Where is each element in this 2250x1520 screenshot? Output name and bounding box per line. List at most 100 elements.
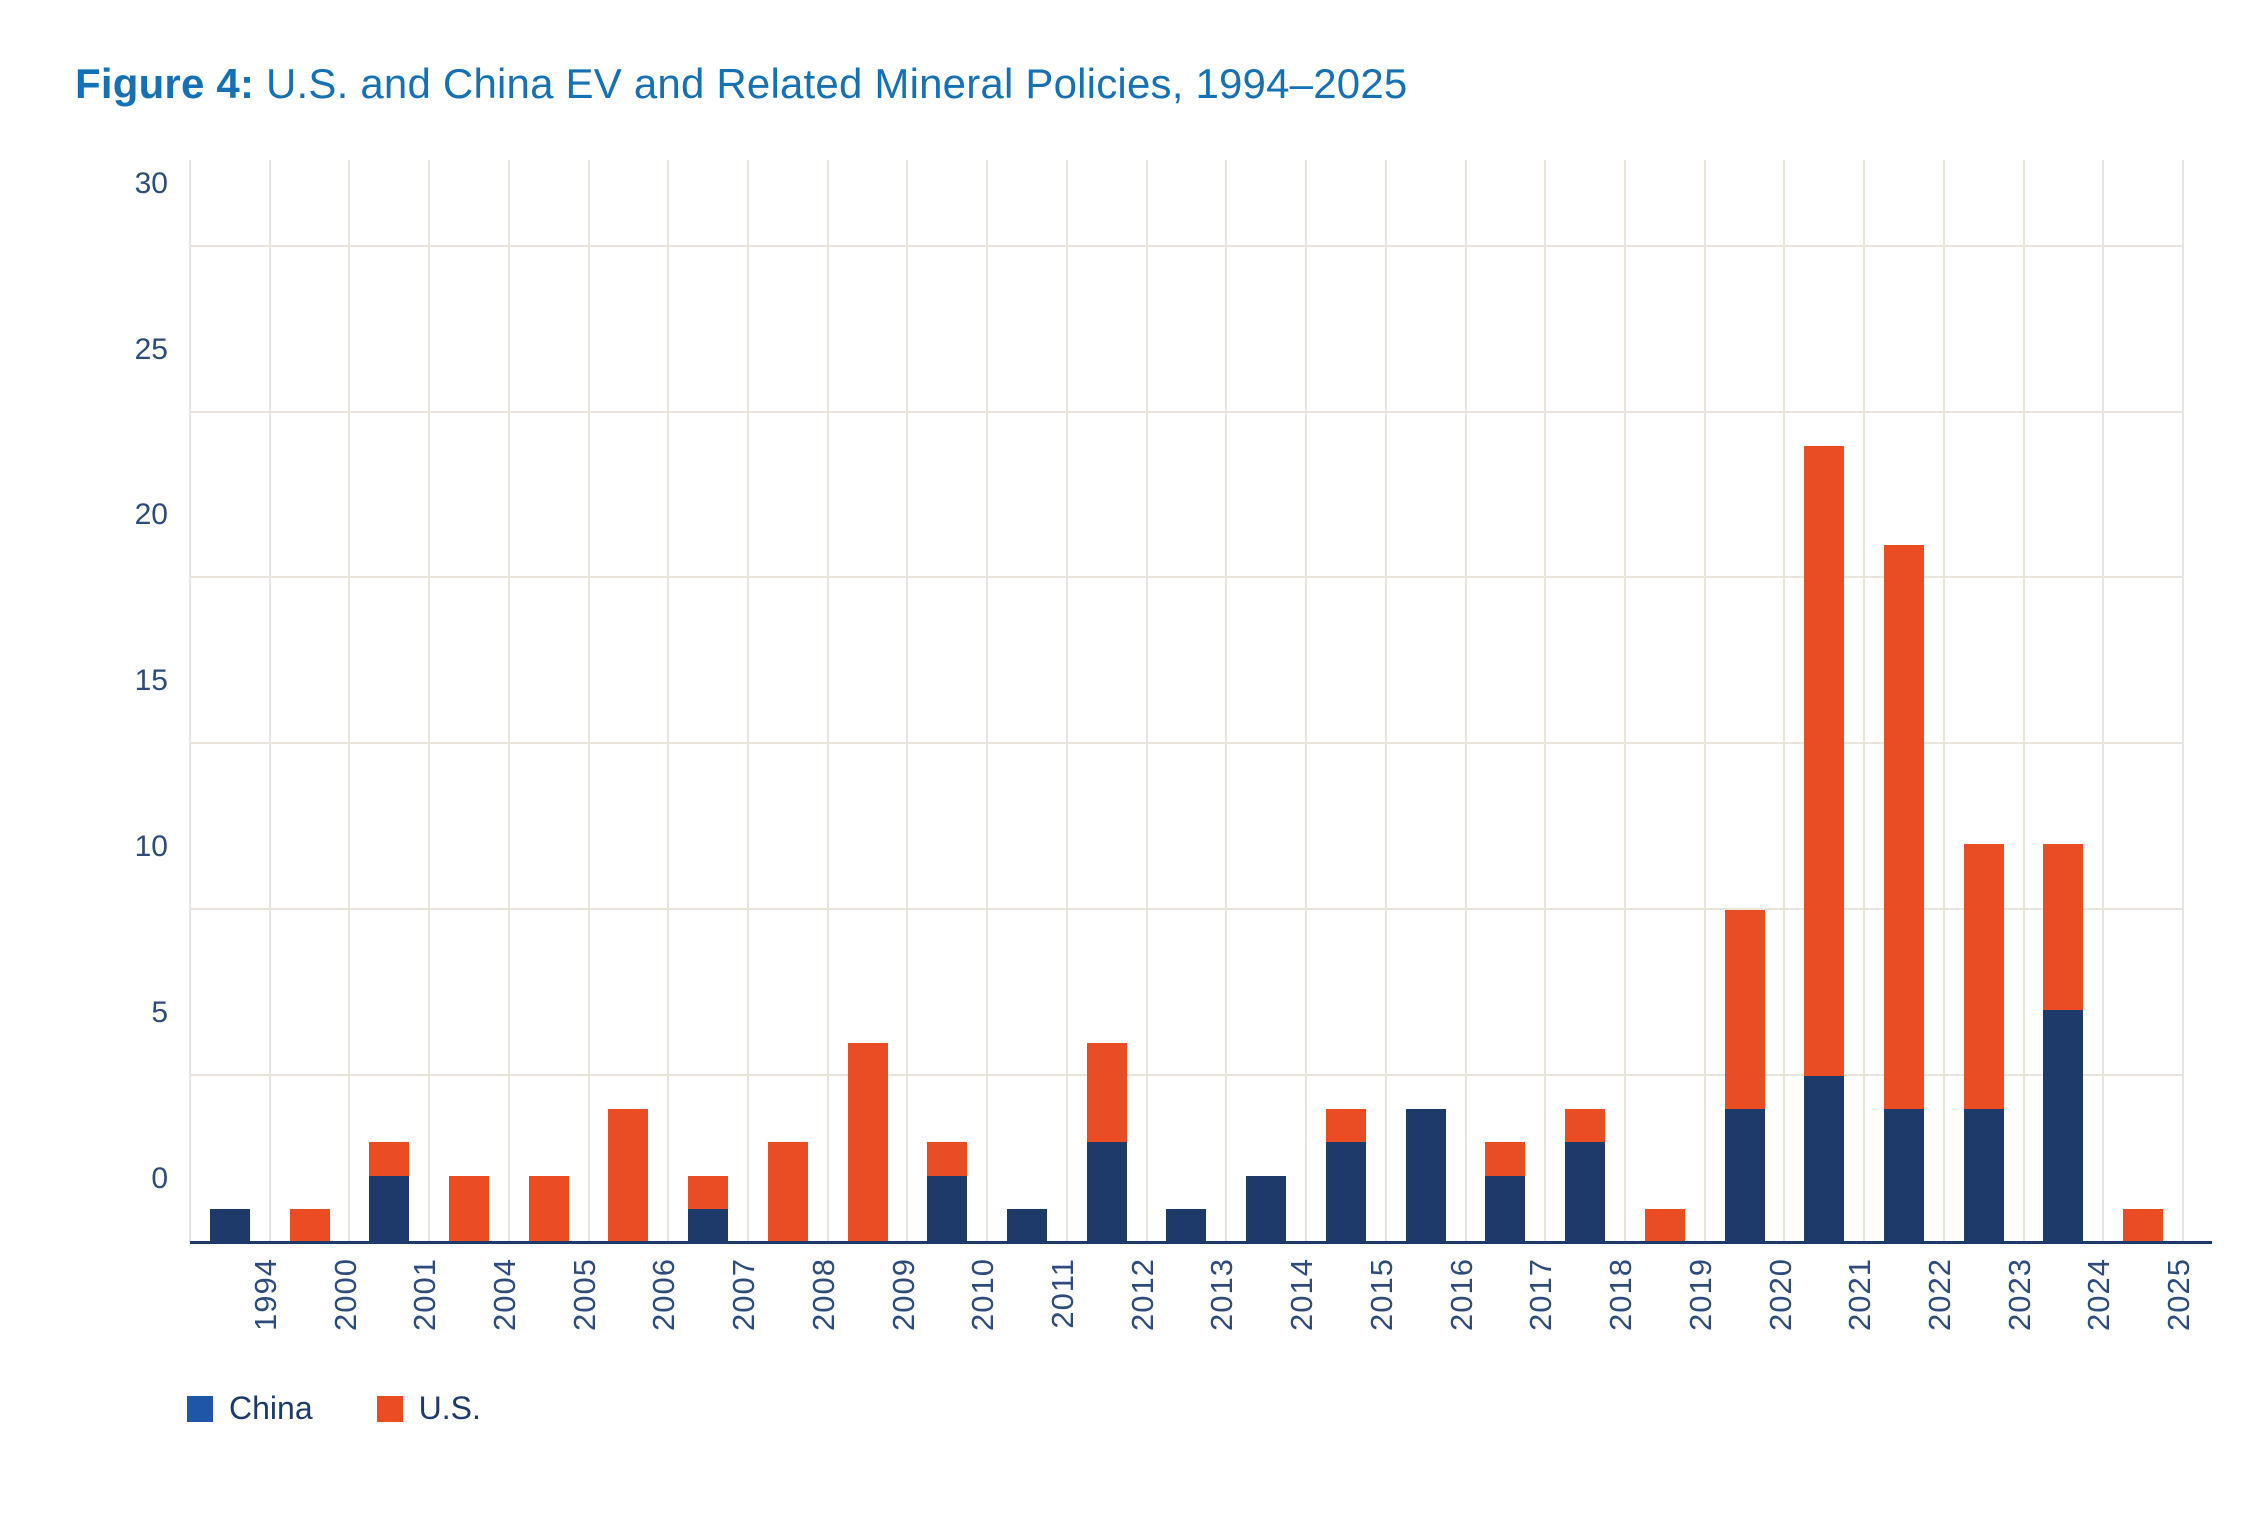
- column-2001: 2001: [349, 160, 442, 1331]
- y-axis-tick-label-15: 15: [134, 664, 168, 698]
- vertical-gridline: [1544, 160, 1547, 1242]
- x-axis-tick-label-2019: 2019: [1682, 1258, 1718, 1331]
- stacked-bar-2015: [1325, 1109, 1366, 1242]
- column-2000: 2000: [270, 160, 363, 1331]
- bar-segment-us-2017: [1485, 1142, 1526, 1176]
- bar-segment-china-2011: [1007, 1208, 1048, 1242]
- x-axis-tick-label-2023: 2023: [2001, 1258, 2037, 1331]
- stacked-bar-2025: [2123, 1208, 2164, 1242]
- x-axis-tick-label-1994: 1994: [247, 1258, 283, 1331]
- bar-segment-china-2018: [1565, 1142, 1606, 1242]
- stacked-bar-2000: [289, 1208, 330, 1242]
- vertical-gridline: [348, 160, 351, 1242]
- column-2020: 2020: [1705, 160, 1798, 1331]
- column-2022: 2022: [1864, 160, 1957, 1331]
- bar-segment-us-2007: [688, 1175, 729, 1209]
- stacked-bar-2018: [1565, 1109, 1606, 1242]
- figure-title-text: U.S. and China EV and Related Mineral Po…: [254, 60, 1408, 107]
- y-axis-tick-label-0: 0: [151, 1162, 168, 1195]
- x-axis-tick-label-2005: 2005: [566, 1258, 602, 1331]
- figure-title: Figure 4: U.S. and China EV and Related …: [75, 60, 1407, 108]
- bar-segment-china-1994: [209, 1208, 250, 1242]
- bar-segment-us-2024: [2043, 843, 2084, 1010]
- x-axis-tick-label-2024: 2024: [2081, 1258, 2117, 1331]
- bar-segment-us-2015: [1325, 1109, 1366, 1143]
- chart-legend: China U.S.: [187, 1390, 481, 1427]
- y-axis-tick-label-30: 30: [134, 166, 168, 200]
- stacked-bar-2024: [2043, 843, 2084, 1242]
- vertical-gridline: [2182, 160, 2184, 1242]
- bar-segment-china-2010: [927, 1175, 968, 1242]
- bar-segment-us-2000: [289, 1208, 330, 1242]
- bar-segment-china-2001: [369, 1175, 410, 1242]
- y-axis-tick-label-25: 25: [134, 332, 168, 366]
- x-axis-tick-label-2006: 2006: [646, 1258, 682, 1331]
- column-2016: 2016: [1386, 160, 1479, 1331]
- x-axis-tick-label-2015: 2015: [1363, 1258, 1399, 1331]
- vertical-gridline: [667, 160, 670, 1242]
- vertical-gridline: [2022, 160, 2025, 1242]
- bar-segment-us-2009: [847, 1042, 888, 1242]
- vertical-gridline: [268, 160, 271, 1242]
- bar-segment-china-2015: [1325, 1142, 1366, 1242]
- legend-label-us: U.S.: [418, 1390, 481, 1426]
- vertical-gridline: [189, 160, 191, 1242]
- x-axis-tick-label-2000: 2000: [327, 1258, 363, 1331]
- vertical-gridline: [1225, 160, 1228, 1242]
- vertical-gridline: [1783, 160, 1786, 1242]
- stacked-bar-2020: [1724, 910, 1765, 1242]
- column-2019: 2019: [1625, 160, 1718, 1331]
- horizontal-gridline-15: [190, 742, 2183, 745]
- stacked-bar-2011: [1007, 1208, 1048, 1242]
- y-axis-tick-label-10: 10: [134, 830, 168, 864]
- bar-segment-china-2016: [1405, 1109, 1446, 1242]
- bar-segment-us-2019: [1644, 1208, 1685, 1242]
- stacked-bar-2022: [1883, 545, 1924, 1242]
- x-axis-tick-label-2004: 2004: [487, 1258, 523, 1331]
- bar-segment-us-2025: [2123, 1208, 2164, 1242]
- x-axis-tick-label-2011: 2011: [1045, 1258, 1081, 1329]
- vertical-gridline: [906, 160, 909, 1242]
- bar-segment-china-2023: [1963, 1109, 2004, 1242]
- horizontal-gridline-30: [190, 244, 2183, 247]
- bar-segment-us-2023: [1963, 843, 2004, 1110]
- x-axis-tick-label-2001: 2001: [407, 1258, 443, 1331]
- x-axis-tick-label-2021: 2021: [1842, 1258, 1878, 1331]
- stacked-bar-2017: [1485, 1142, 1526, 1242]
- stacked-bar-2023: [1963, 843, 2004, 1242]
- bar-segment-china-2024: [2043, 1009, 2084, 1242]
- column-2012: 2012: [1067, 160, 1160, 1331]
- column-2025: 2025: [2103, 160, 2196, 1331]
- vertical-gridline: [1145, 160, 1148, 1242]
- x-axis-tick-label-2016: 2016: [1443, 1258, 1479, 1331]
- stacked-bar-2014: [1246, 1175, 1287, 1242]
- column-2008: 2008: [748, 160, 841, 1331]
- stacked-bar-2008: [767, 1142, 808, 1242]
- column-2011: 2011: [987, 160, 1080, 1329]
- bar-segment-us-2005: [528, 1175, 569, 1242]
- bar-segment-us-2018: [1565, 1109, 1606, 1143]
- bar-segment-us-2008: [767, 1142, 808, 1242]
- vertical-gridline: [1623, 160, 1626, 1242]
- stacked-bar-2004: [449, 1175, 490, 1242]
- x-axis-tick-label-2018: 2018: [1603, 1258, 1639, 1331]
- column-2004: 2004: [429, 160, 522, 1331]
- column-2009: 2009: [828, 160, 921, 1331]
- bar-segment-china-2022: [1883, 1109, 1924, 1242]
- bar-segment-us-2006: [608, 1109, 649, 1242]
- x-axis-tick-label-2007: 2007: [726, 1258, 762, 1331]
- horizontal-gridline-5: [190, 1074, 2183, 1077]
- chart-plot-area: 0 5 10 15 20 25 30 1994 2000 2001 2004 2005 2006 2007…: [135, 160, 2212, 1331]
- stacked-bar-2012: [1086, 1042, 1127, 1242]
- column-2017: 2017: [1466, 160, 1558, 1331]
- column-2007: 2007: [668, 160, 761, 1331]
- x-axis-tick-label-2014: 2014: [1284, 1258, 1320, 1331]
- vertical-gridline: [1703, 160, 1706, 1242]
- x-axis-tick-label-2013: 2013: [1204, 1258, 1240, 1331]
- bar-segment-china-2020: [1724, 1109, 1765, 1242]
- bar-segment-us-2022: [1883, 545, 1924, 1110]
- figure-title-prefix: Figure 4:: [75, 60, 255, 107]
- vertical-gridline: [587, 160, 590, 1242]
- y-axis-tick-label-5: 5: [151, 996, 168, 1030]
- vertical-gridline: [826, 160, 829, 1242]
